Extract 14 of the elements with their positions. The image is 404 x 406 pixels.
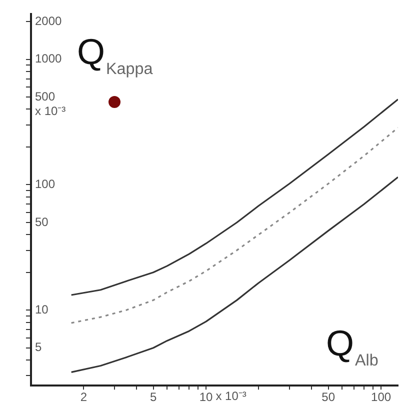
y-tick-label: 10 [35, 302, 49, 316]
x-tick-label: 100 [371, 390, 392, 404]
text: x 10⁻³ [216, 388, 246, 403]
y-tick-label: 1000 [35, 52, 62, 66]
y-tick-label: 500 [35, 89, 56, 104]
y-tick-label: 50 [35, 214, 49, 229]
y-tick-label: 2000 [35, 14, 62, 28]
x-tick-label: 50 [322, 390, 336, 404]
y-tick-label: 5 [35, 340, 42, 354]
y-tick-label: 100 [35, 177, 56, 192]
annotation: x 10⁻³ [35, 104, 66, 118]
x-tick-label: 5 [150, 390, 157, 404]
x-tick-label: 2 [80, 390, 88, 404]
x-tick-label: 10 [199, 390, 214, 404]
